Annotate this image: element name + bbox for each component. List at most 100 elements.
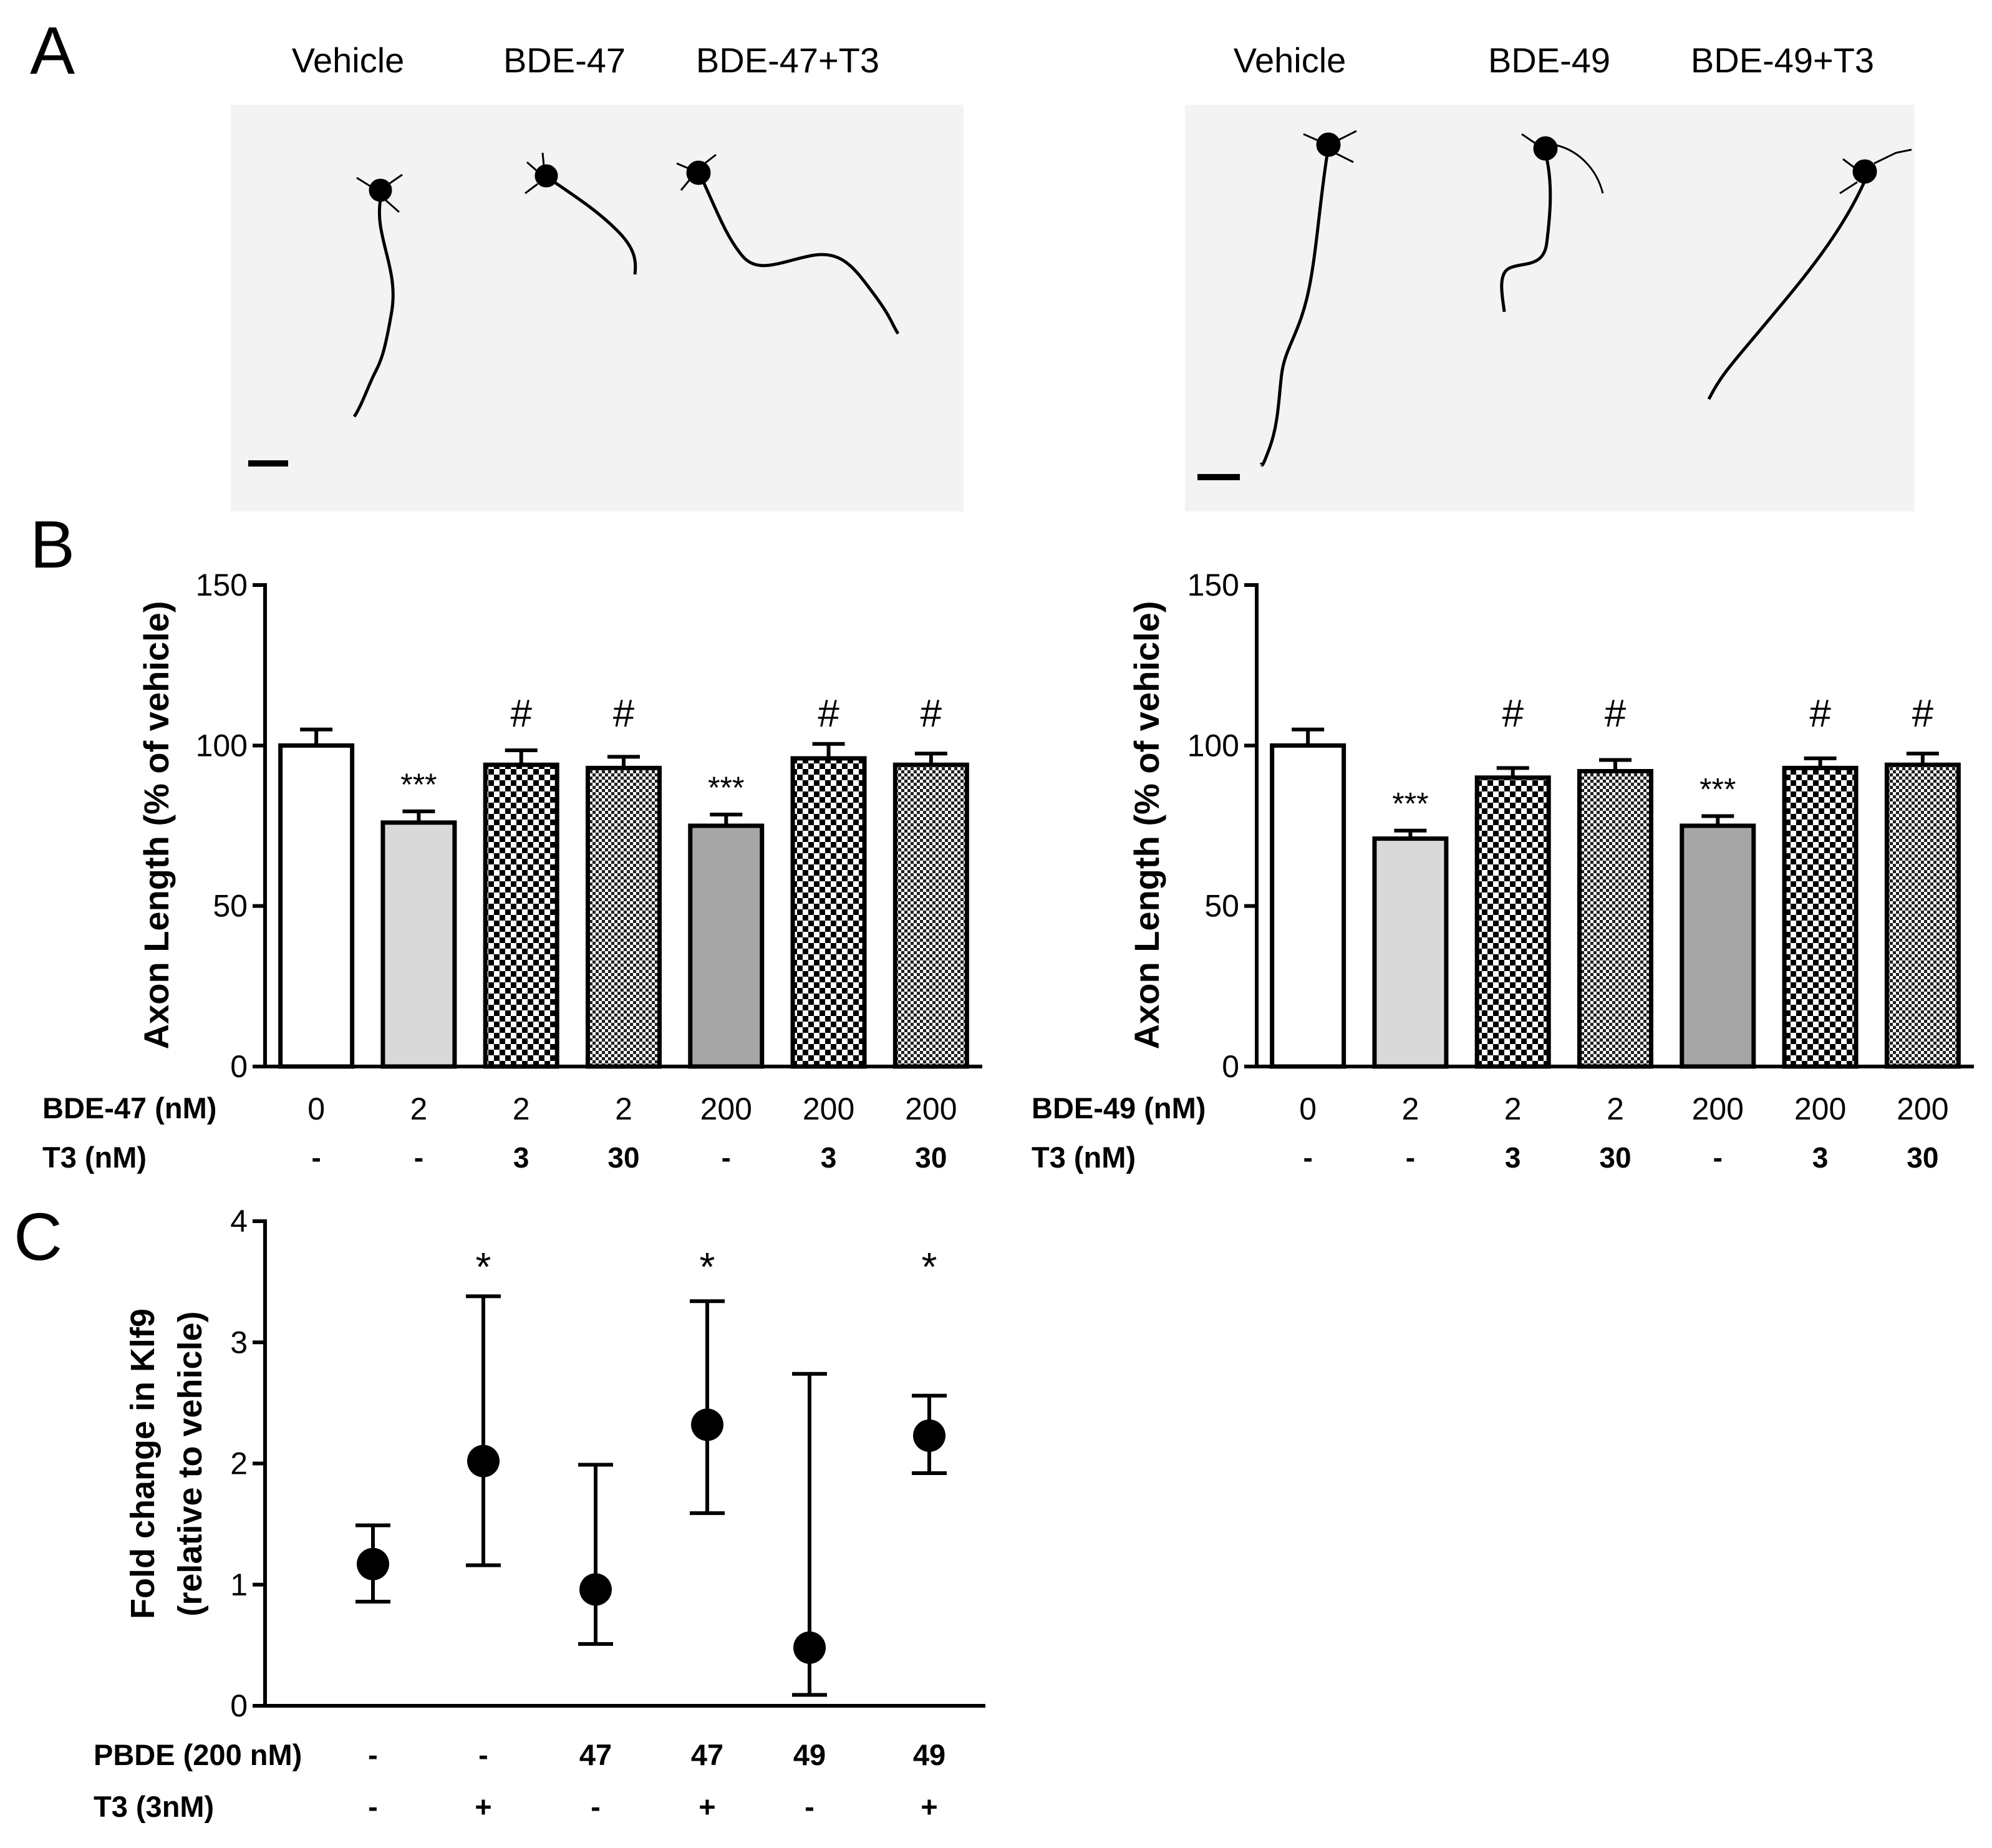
- ytick-label-0: 0: [230, 1049, 248, 1084]
- ytick-label-0: 0: [1222, 1049, 1239, 1084]
- annotation-4: #: [1605, 692, 1627, 735]
- ytick-label-150: 150: [196, 568, 248, 602]
- annotation-6: #: [1809, 692, 1831, 735]
- t3-label-4: 30: [607, 1141, 639, 1174]
- t3-label-7: 30: [1907, 1141, 1938, 1174]
- ytick-label-3: 3: [230, 1325, 248, 1360]
- ytick-label-50: 50: [213, 889, 248, 924]
- chart-bde47-t3-labels: - - 3 30 - 3 30: [311, 1141, 947, 1174]
- bar-2: [380, 820, 457, 1069]
- data-point-1: [357, 1547, 389, 1580]
- t3-label-1: -: [311, 1141, 321, 1174]
- x-label-5: 200: [700, 1091, 752, 1126]
- chart-bde49-ylabel: Axon Length (% of vehicle): [1127, 601, 1166, 1050]
- chart-klf9-ylabel-line1: Fold change in Klf9: [124, 1309, 162, 1619]
- chart-klf9-row-label-compound: PBDE (200 nM): [94, 1738, 302, 1771]
- bar-1: [278, 743, 355, 1069]
- data-point-5: [793, 1631, 826, 1664]
- annotation-4: *: [700, 1244, 715, 1289]
- x-label-4: 2: [615, 1091, 632, 1126]
- x-label-3: 47: [579, 1738, 612, 1771]
- t3-label-6: +: [921, 1790, 937, 1823]
- chart-bde49-row-label-compound: BDE-49 (nM): [1032, 1091, 1206, 1125]
- chart-bde47-axes: [263, 583, 982, 1068]
- bar-6: [790, 756, 867, 1069]
- panel-a-right: Vehicle BDE-49 BDE-49+T3: [1185, 41, 1915, 511]
- t3-label-2: -: [1406, 1141, 1415, 1174]
- chart-bde49-row-label-t3: T3 (nM): [1032, 1141, 1136, 1174]
- micrograph-bde47: [231, 105, 964, 511]
- chart-bde47-annotations: *** # # *** # #: [400, 692, 942, 805]
- data-point-4: [691, 1408, 723, 1441]
- annotation-2: ***: [1392, 786, 1428, 821]
- x-label-3: 2: [513, 1091, 530, 1126]
- ytick-label-100: 100: [1187, 728, 1239, 763]
- t3-label-1: -: [1303, 1141, 1312, 1174]
- image-label-bde47: BDE-47: [503, 41, 626, 80]
- chart-bde47-row-label-t3: T3 (nM): [42, 1141, 147, 1174]
- chart-bde47-error-bars: [300, 727, 947, 826]
- neuron-bde47-t3: [676, 153, 900, 335]
- image-label-bde47-t3: BDE-47+T3: [696, 41, 879, 80]
- bar-6: [1782, 765, 1859, 1069]
- chart-klf9-ylabel-line2: (relative to vehicle): [172, 1311, 209, 1616]
- bar-3: [1474, 775, 1551, 1069]
- t3-label-6: 3: [821, 1141, 837, 1174]
- annotation-2: *: [476, 1244, 491, 1289]
- bar-2: [1372, 836, 1449, 1069]
- t3-label-2: -: [414, 1141, 423, 1174]
- scale-bar-right: [1197, 474, 1240, 480]
- annotation-6: *: [922, 1244, 937, 1289]
- neuron-bde49-t3: [1707, 148, 1912, 400]
- chart-klf9-row-label-t3: T3 (3nM): [94, 1790, 214, 1823]
- annotation-5: ***: [1699, 772, 1736, 807]
- x-label-2: 2: [410, 1091, 428, 1126]
- chart-bde47-x-labels: 0 2 2 2 200 200 200: [307, 1091, 957, 1126]
- bar-chart-bde49: Axon Length (% of vehicle) 0 50 100 150 ***…: [1032, 568, 1974, 1174]
- x-label-2: 2: [1402, 1091, 1419, 1126]
- chart-klf9-ylabel-text: Fold change in Klf9: [124, 1309, 162, 1619]
- bar-4: [1577, 769, 1653, 1069]
- annotation-7: #: [921, 692, 942, 735]
- t3-label-4: 30: [1599, 1141, 1631, 1174]
- ytick-label-150: 150: [1187, 568, 1239, 602]
- ytick-label-50: 50: [1204, 889, 1239, 924]
- ytick-label-1: 1: [230, 1567, 248, 1602]
- chart-bde49-axes: [1255, 583, 1974, 1068]
- panel-label-b: B: [30, 506, 75, 582]
- x-label-1: 0: [307, 1091, 325, 1126]
- x-label-6: 200: [803, 1091, 854, 1126]
- panel-label-a: A: [30, 12, 75, 88]
- ytick-label-100: 100: [196, 728, 248, 763]
- bar-5: [688, 823, 765, 1069]
- chart-klf9-yticks: 0 1 2 3 4: [230, 1204, 265, 1723]
- chart-klf9-points: [357, 1408, 945, 1664]
- chart-bde47-row-label-compound: BDE-47 (nM): [42, 1091, 216, 1125]
- image-label-bde49-t3: BDE-49+T3: [1691, 41, 1874, 80]
- data-point-3: [579, 1573, 612, 1606]
- x-label-1: 0: [1299, 1091, 1317, 1126]
- neuron-bde47: [525, 152, 637, 275]
- chart-bde49-bars: [1270, 743, 1961, 1069]
- data-point-2: [467, 1444, 500, 1478]
- x-label-4: 47: [691, 1738, 723, 1771]
- t3-label-5: -: [722, 1141, 731, 1174]
- panel-label-c: C: [14, 1199, 62, 1274]
- t3-label-3: -: [591, 1790, 601, 1823]
- image-label-vehicle-2: Vehicle: [1234, 41, 1347, 80]
- chart-bde49-x-labels: 0 2 2 2 200 200 200: [1299, 1091, 1948, 1126]
- chart-klf9-annotations: * * *: [476, 1244, 937, 1289]
- annotation-5: ***: [708, 770, 744, 805]
- scale-bar-left: [248, 460, 288, 467]
- chart-bde49-yticks: 0 50 100 150: [1187, 568, 1257, 1084]
- t3-label-3: 3: [513, 1141, 529, 1174]
- chart-bde49-t3-labels: - - 3 30 - 3 30: [1303, 1141, 1938, 1174]
- scatter-chart-klf9: Fold change in Klf9 (relative to vehicle…: [94, 1204, 985, 1823]
- chart-bde47-bars: [278, 743, 969, 1069]
- x-label-5: 200: [1692, 1091, 1744, 1126]
- bar-5: [1680, 823, 1756, 1069]
- bar-7: [892, 762, 969, 1069]
- neuron-vehicle: [352, 173, 403, 418]
- x-label-6: 49: [913, 1738, 945, 1771]
